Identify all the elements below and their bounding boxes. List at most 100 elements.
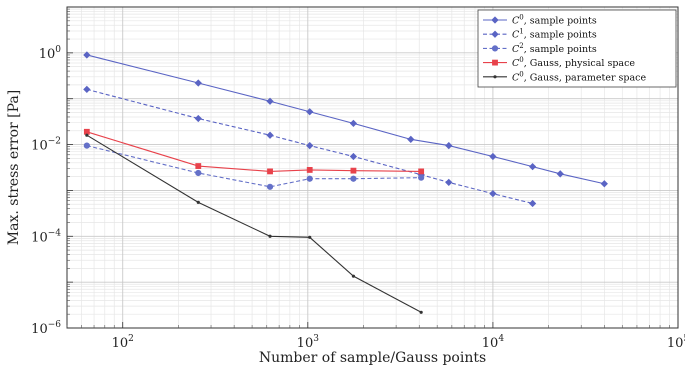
legend-entry-symbol: C	[512, 30, 520, 41]
series-1-point	[528, 163, 537, 171]
series-5-point	[351, 274, 356, 278]
x-tick-label-base: 10	[667, 336, 684, 351]
series-5-point	[85, 133, 89, 137]
series-1-point	[445, 141, 453, 150]
series-1-point	[306, 108, 314, 116]
legend-entry-superscript: 0	[519, 56, 523, 64]
legend-entry-text: , sample points	[524, 44, 597, 55]
legend-marker-5	[493, 75, 497, 79]
legend-entry-4: C0, Gauss, physical space	[512, 56, 635, 69]
y-tick-label-exponent: −6	[48, 320, 62, 330]
x-tick-label-base: 10	[482, 336, 499, 351]
series-2-point	[445, 178, 453, 186]
legend-entry-superscript: 0	[519, 14, 523, 22]
series-5-point	[308, 235, 312, 239]
legend-entry-text: , Gauss, parameter space	[524, 72, 647, 83]
series-2-point	[489, 190, 497, 198]
series-3-point	[266, 183, 274, 190]
series-4	[83, 128, 425, 175]
legend-entry-text: , sample points	[524, 16, 597, 27]
x-tick-label-exponent: 4	[498, 334, 504, 344]
series-4-point	[306, 167, 313, 173]
series-3-point	[418, 174, 425, 181]
x-tick-label-exponent: 3	[313, 334, 319, 344]
series-5-line	[86, 134, 422, 313]
y-tick-label: 10−2	[31, 137, 61, 154]
series-1-point	[266, 97, 274, 105]
legend-entry-1: C0, sample points	[512, 14, 597, 27]
series-5-point	[419, 310, 423, 314]
series-2-point	[349, 152, 358, 161]
y-tick-label-exponent: −2	[48, 137, 61, 147]
legend-entry-superscript: 1	[519, 28, 523, 36]
series-3-point	[195, 169, 202, 177]
series-2-point	[266, 131, 274, 139]
legend-marker-3	[491, 45, 499, 52]
legend-marker-1	[491, 16, 499, 24]
x-tick-label: 103	[297, 334, 320, 351]
y-tick-label-base: 10	[39, 47, 56, 62]
series-2-point	[83, 85, 91, 93]
series-5-point	[196, 200, 200, 204]
x-tick-label: 104	[482, 334, 505, 351]
series-1-point	[600, 180, 608, 188]
legend-marker-2	[491, 30, 499, 38]
series-1	[83, 51, 608, 188]
legend-entry-2: C1, sample points	[512, 28, 597, 41]
y-tick-label: 10−4	[31, 228, 61, 245]
legend-entry-symbol: C	[512, 16, 520, 27]
series-4-point	[83, 128, 90, 135]
y-tick-label-exponent: 0	[55, 45, 61, 55]
series-4-point	[418, 168, 425, 175]
x-axis-label: Number of sample/Gauss points	[259, 350, 486, 366]
x-tick-label: 102	[112, 334, 134, 351]
series-4-point	[350, 167, 357, 174]
series-layer	[83, 51, 608, 314]
series-2-point	[306, 141, 314, 150]
legend-entry-superscript: 0	[519, 70, 523, 78]
series-1-point	[194, 79, 202, 87]
grid-minor	[66, 7, 678, 328]
y-tick-label-base: 10	[31, 139, 48, 154]
series-4-line	[86, 131, 422, 172]
x-tick-label-exponent: 5	[683, 334, 685, 344]
axis-ticks	[66, 6, 679, 329]
series-5-point	[268, 234, 272, 238]
series-3-point	[83, 142, 90, 149]
series-1-point	[407, 135, 415, 143]
y-tick-label: 100	[39, 45, 62, 62]
legend-entry-5: C0, Gauss, parameter space	[512, 70, 646, 83]
legend-entry-text: , sample points	[524, 30, 597, 41]
series-1-point	[556, 170, 564, 178]
series-1-point	[489, 152, 497, 161]
series-1-point	[83, 51, 91, 59]
y-tick-label: 10−6	[31, 320, 61, 337]
legend-box	[477, 9, 677, 88]
x-tick-label: 105	[667, 334, 685, 351]
legend-entry-symbol: C	[512, 58, 520, 69]
x-tick-label-base: 10	[112, 336, 129, 351]
x-tick-label-base: 10	[297, 336, 314, 351]
series-5	[85, 133, 423, 314]
y-axis-label: Max. stress error [Pa]	[6, 90, 22, 245]
series-1-point	[349, 119, 358, 127]
y-tick-label-base: 10	[31, 230, 48, 245]
series-2-point	[194, 114, 202, 123]
series-3-point	[306, 175, 313, 182]
series-4-point	[195, 163, 202, 169]
series-4-point	[267, 168, 273, 175]
y-tick-label-base: 10	[31, 322, 48, 337]
series-2-point	[528, 199, 537, 208]
legend-marker-4	[492, 59, 498, 66]
legend-entry-superscript: 2	[519, 42, 523, 50]
legend-entry-symbol: C	[512, 72, 520, 83]
series-3	[83, 142, 425, 190]
legend-entry-symbol: C	[512, 44, 520, 55]
series-3-line	[86, 145, 422, 188]
plot-frame	[66, 6, 679, 329]
y-tick-label-exponent: −4	[48, 228, 62, 238]
legend-entry-3: C2, sample points	[512, 42, 597, 55]
